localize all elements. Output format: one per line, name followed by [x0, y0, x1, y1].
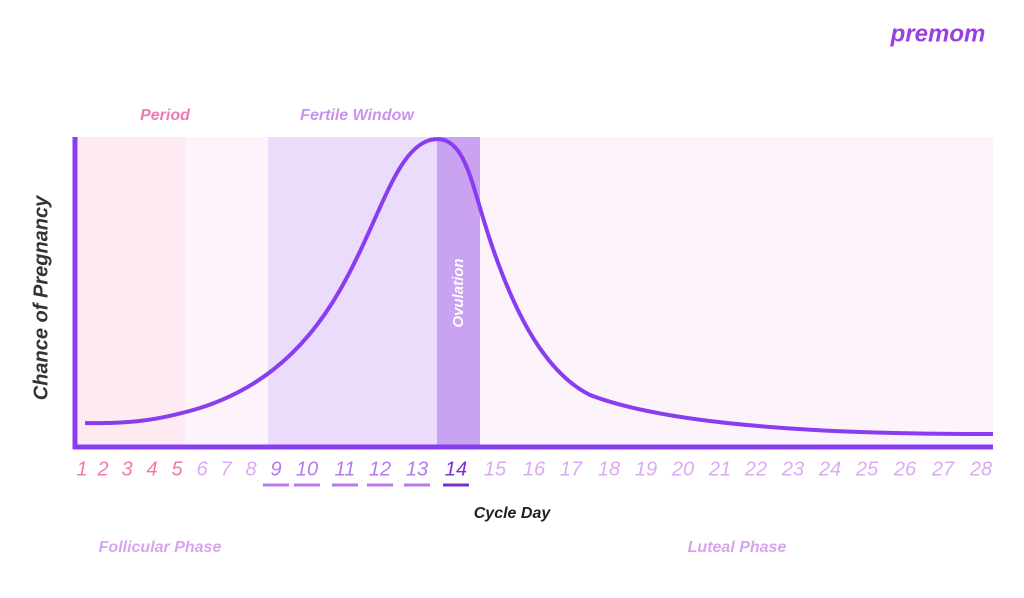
day-label: 22: [744, 458, 767, 480]
day-label: 26: [893, 458, 917, 480]
y-axis-label: Chance of Pregnancy: [30, 195, 52, 400]
day-label: 9: [270, 458, 281, 480]
day-label: 23: [781, 458, 804, 480]
day-label: 7: [220, 458, 232, 480]
day-label: 3: [121, 458, 132, 480]
day-label: 20: [671, 458, 694, 480]
x-axis-label: Cycle Day: [474, 505, 552, 522]
day-label: 19: [635, 458, 657, 480]
day-label: 17: [560, 458, 583, 480]
ovulation-label: Ovulation: [450, 258, 467, 327]
day-label: 1: [76, 458, 87, 480]
period-band: [78, 137, 185, 447]
day-label: 16: [523, 458, 546, 480]
day-label: 4: [146, 458, 157, 480]
day-label: 13: [406, 458, 428, 480]
day-label: 6: [196, 458, 208, 480]
follicular-phase-label: Follicular Phase: [99, 539, 222, 556]
day-label: 10: [296, 458, 318, 480]
logo: premom: [890, 20, 986, 47]
day-label: 5: [171, 458, 183, 480]
day-label: 25: [855, 458, 879, 480]
day-label: 18: [598, 458, 620, 480]
day-label: 2: [96, 458, 108, 480]
day-label: 27: [931, 458, 955, 480]
day-label: 28: [969, 458, 992, 480]
period-label: Period: [140, 107, 191, 124]
day-label: 14: [445, 458, 467, 480]
day-label: 21: [708, 458, 731, 480]
plot-background: [75, 137, 993, 447]
fertile-window-label: Fertile Window: [300, 107, 415, 124]
luteal-phase-label: Luteal Phase: [688, 539, 787, 556]
chance-curve: [84, 137, 994, 436]
day-label: 8: [245, 458, 256, 480]
day-label: 15: [484, 458, 507, 480]
day-label: 12: [369, 458, 391, 480]
day-label: 11: [335, 458, 356, 480]
day-label: 24: [818, 458, 841, 480]
